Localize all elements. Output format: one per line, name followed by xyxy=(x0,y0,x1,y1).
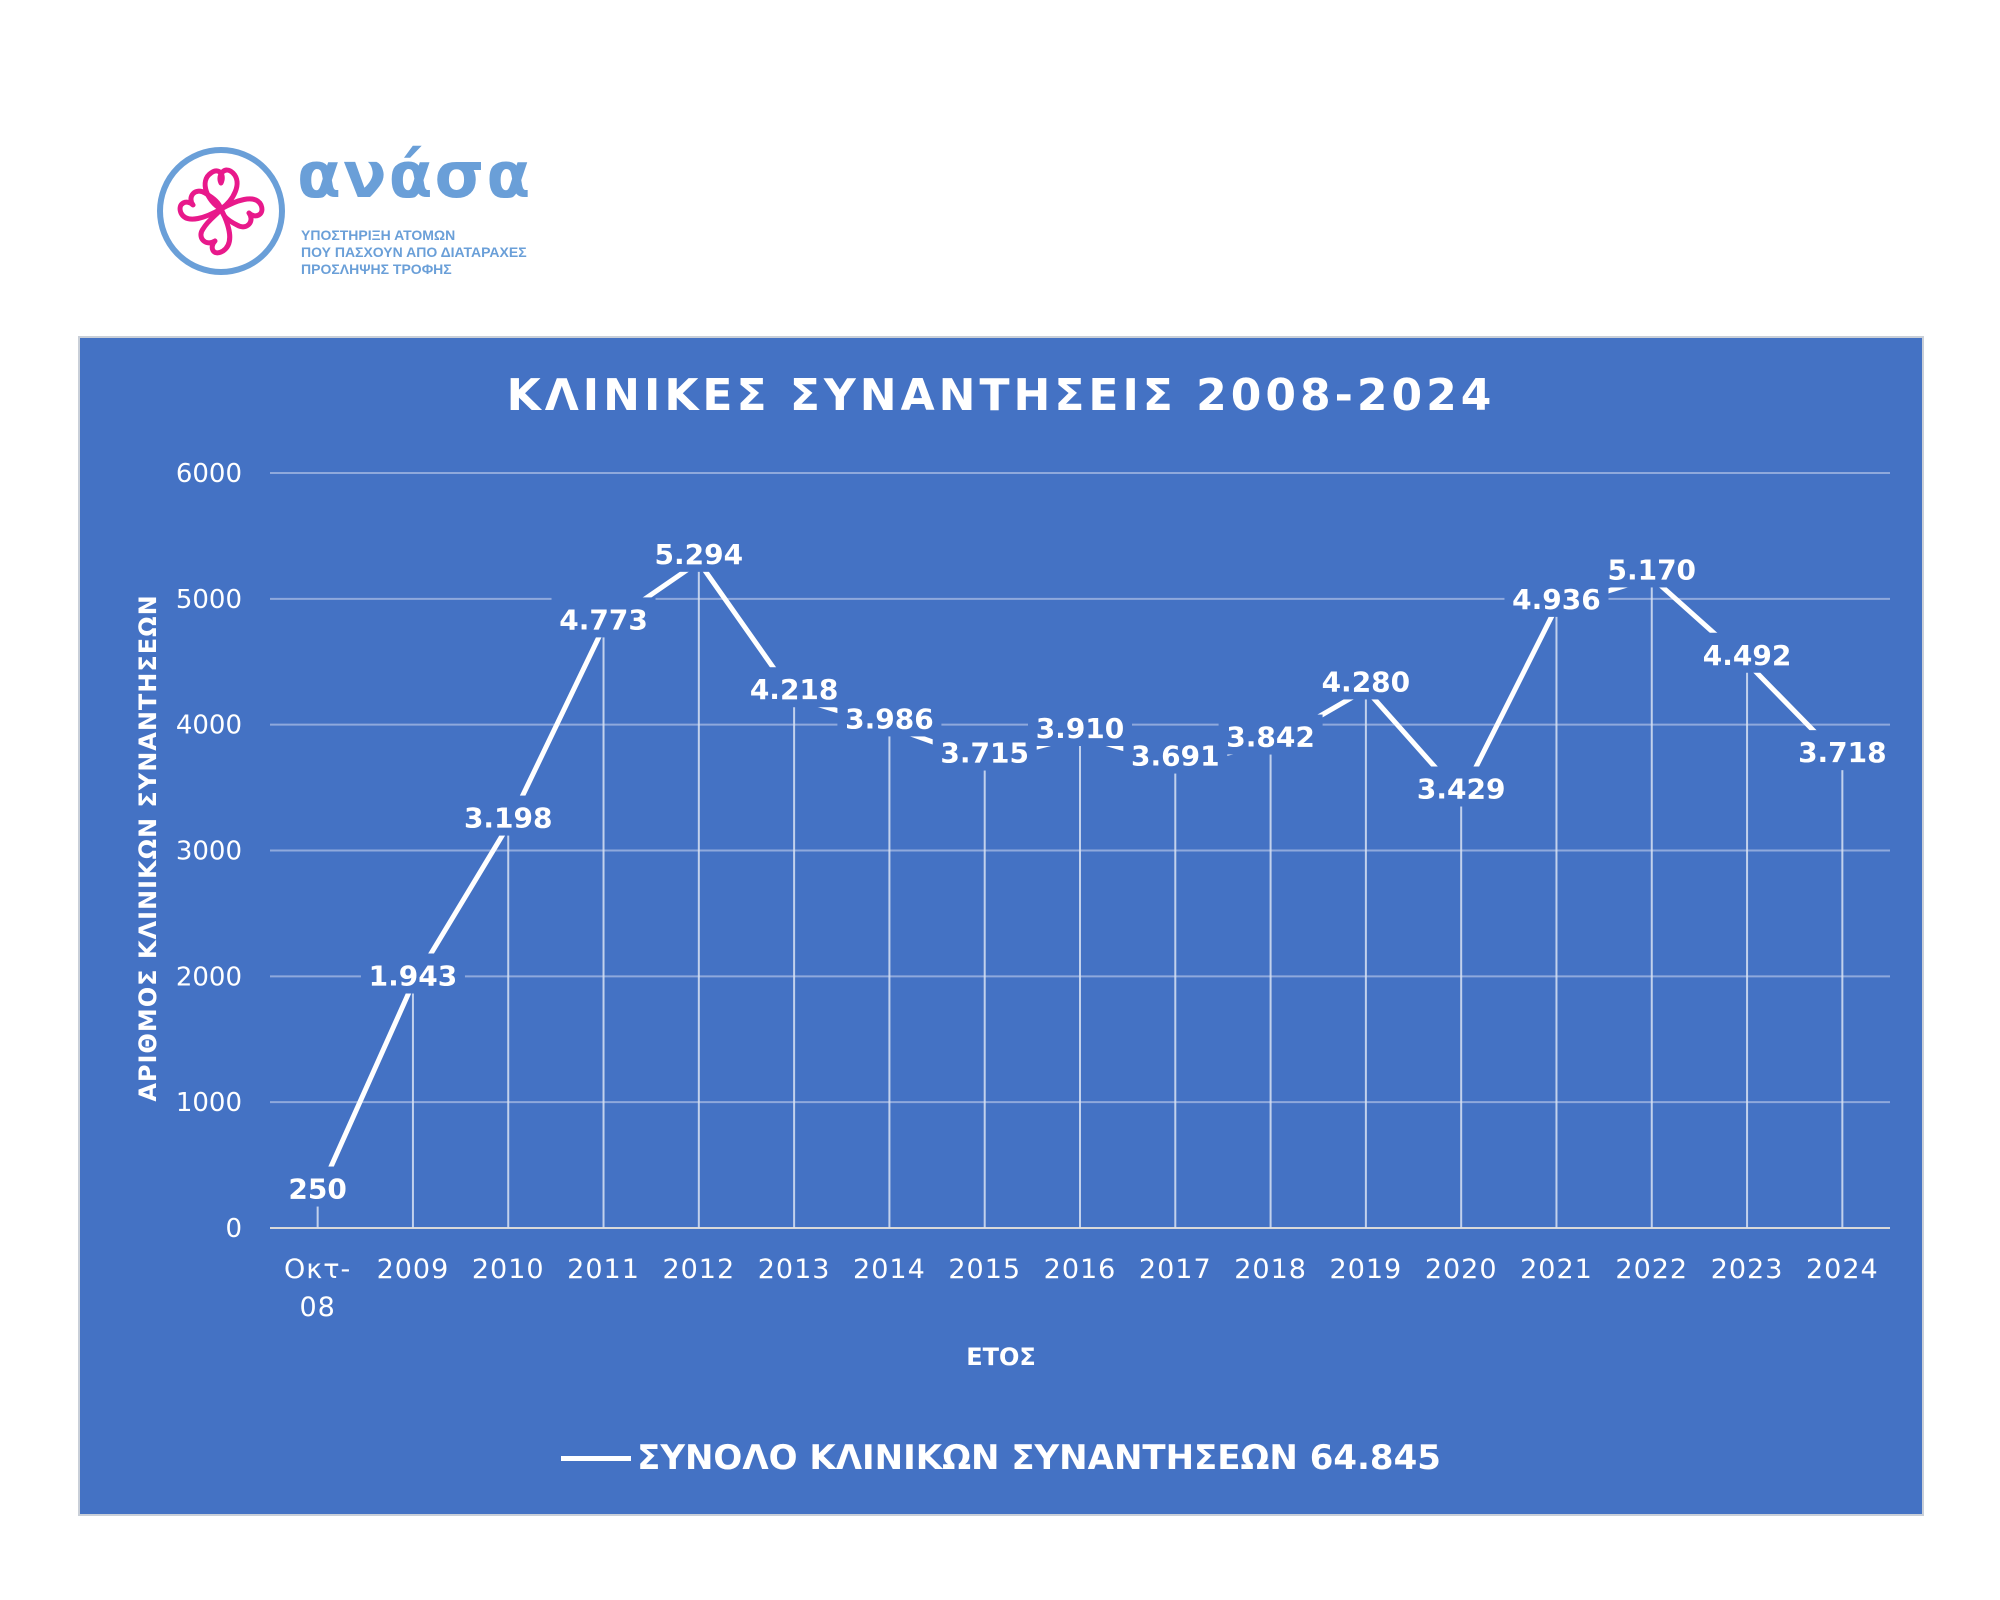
logo-tagline-line: ΠΟΥ ΠΑΣΧΟΥΝ ΑΠΟ ΔΙΑΤΑΡΑΧΕΣ xyxy=(301,244,527,260)
x-tick-label: 2024 xyxy=(1806,1254,1879,1285)
legend-line-swatch xyxy=(561,1455,632,1461)
x-tick-label: 2015 xyxy=(948,1254,1021,1285)
data-label: 3.718 xyxy=(1798,736,1887,769)
logo-tagline-line: ΠΡΟΣΛΗΨΗΣ ΤΡΟΦΗΣ xyxy=(301,261,452,277)
data-label: 4.218 xyxy=(750,673,839,706)
data-label: 4.936 xyxy=(1512,583,1601,616)
data-label-bg xyxy=(551,597,656,638)
legend: ΣΥΝΟΛΟ ΚΛΙΝΙΚΩΝ ΣΥΝΑΝΤΗΣΕΩΝ 64.845 xyxy=(80,1438,1922,1478)
data-label-bg xyxy=(1123,733,1228,774)
x-tick-label: 2009 xyxy=(377,1254,450,1285)
data-label: 3.715 xyxy=(940,737,1029,770)
data-label: 3.986 xyxy=(845,702,934,735)
x-tick-label: 2020 xyxy=(1425,1254,1498,1285)
anasa-logo: ανάσα ΥΠΟΣΤΗΡΙΞΗ ΑΤΟΜΩΝ ΠΟΥ ΠΑΣΧΟΥΝ ΑΠΟ … xyxy=(155,139,555,285)
y-tick-label: 1000 xyxy=(176,1088,242,1118)
data-label: 4.773 xyxy=(559,603,648,636)
x-tick-label: 2014 xyxy=(853,1254,926,1285)
data-label-bg xyxy=(742,667,847,708)
drop-lines xyxy=(316,561,1844,1228)
data-label-bg xyxy=(1028,705,1132,746)
data-label: 3.198 xyxy=(464,802,553,835)
data-label-bg xyxy=(1695,632,1800,673)
data-label-bg xyxy=(1599,547,1704,588)
logo-tagline: ΥΠΟΣΤΗΡΙΞΗ ΑΤΟΜΩΝ ΠΟΥ ΠΑΣΧΟΥΝ ΑΠΟ ΔΙΑΤΑΡ… xyxy=(301,227,527,278)
y-tick-label: 4000 xyxy=(176,711,242,741)
data-label-bg xyxy=(932,730,1037,771)
x-tick-label: 2021 xyxy=(1520,1254,1593,1285)
y-tick-label: 0 xyxy=(225,1214,242,1244)
logo-tagline-line: ΥΠΟΣΤΗΡΙΞΗ ΑΤΟΜΩΝ xyxy=(301,227,456,243)
data-label-bg xyxy=(646,531,751,572)
data-label-bg xyxy=(1313,659,1418,700)
x-tick-label: 2013 xyxy=(758,1254,831,1285)
y-tick-label: 6000 xyxy=(176,459,242,489)
data-label: 5.294 xyxy=(655,538,744,571)
y-tick-label: 3000 xyxy=(176,837,242,867)
data-label-bg xyxy=(456,795,561,836)
x-tick-label: 2023 xyxy=(1711,1254,1784,1285)
x-tick-label: 2011 xyxy=(567,1254,640,1285)
x-tick-label: Οκτ- xyxy=(284,1254,351,1285)
data-label-bg xyxy=(1790,730,1895,771)
data-label: 3.910 xyxy=(1036,712,1125,745)
data-label: 4.492 xyxy=(1703,639,1792,672)
data-label: 3.842 xyxy=(1226,721,1315,754)
data-label: 5.170 xyxy=(1607,553,1696,586)
data-labels: 2501.9433.1984.7735.2944.2183.9863.7153.… xyxy=(265,531,1895,1207)
data-label-bg xyxy=(837,696,942,737)
data-label: 4.280 xyxy=(1322,665,1411,698)
data-label: 3.429 xyxy=(1417,773,1506,806)
chart-panel: ΚΛΙΝΙΚΕΣ ΣΥΝΑΝΤΗΣΕΙΣ 2008-2024 ΑΡΙΘΜΟΣ Κ… xyxy=(78,336,1924,1516)
x-tick-label: 2012 xyxy=(662,1254,735,1285)
x-tick-labels: Οκτ- 08 2009 2010 2011 2012 2013 2014 2015 2016 20… xyxy=(284,1254,1879,1323)
data-label-bg xyxy=(1218,714,1323,755)
x-tick-label: 2019 xyxy=(1330,1254,1403,1285)
y-tick-label: 5000 xyxy=(176,585,242,615)
x-tick-label: 2016 xyxy=(1044,1254,1117,1285)
x-tick-label: 08 xyxy=(299,1292,335,1323)
data-label-bg xyxy=(1409,766,1514,807)
data-label: 250 xyxy=(288,1173,346,1206)
data-label: 3.691 xyxy=(1131,740,1220,773)
x-tick-label: 2017 xyxy=(1139,1254,1212,1285)
line-chart: 0 1000 2000 3000 4000 5000 6000 Οκτ- 08 2009 2010… xyxy=(176,459,1895,1323)
logo-wordmark: ανάσα xyxy=(297,139,533,213)
legend-series-name: ΣΥΝΟΛΟ ΚΛΙΝΙΚΩΝ ΣΥΝΑΝΤΗΣΕΩΝ 64.845 xyxy=(637,1438,1441,1478)
y-tick-labels: 0 1000 2000 3000 4000 5000 6000 xyxy=(176,459,242,1244)
x-tick-label: 2022 xyxy=(1615,1254,1688,1285)
x-tick-label: 2018 xyxy=(1234,1254,1307,1285)
data-label-bg xyxy=(360,953,465,994)
data-label: 1.943 xyxy=(369,960,458,993)
x-tick-label: 2010 xyxy=(472,1254,545,1285)
x-axis-label: ΕΤΟΣ xyxy=(966,1343,1036,1371)
data-label-bg xyxy=(265,1166,370,1207)
anasa-flower-logo-icon xyxy=(157,147,285,275)
chart-title: ΚΛΙΝΙΚΕΣ ΣΥΝΑΝΤΗΣΕΙΣ 2008-2024 xyxy=(506,370,1496,421)
y-tick-label: 2000 xyxy=(176,962,242,992)
data-label-bg xyxy=(1504,576,1609,617)
